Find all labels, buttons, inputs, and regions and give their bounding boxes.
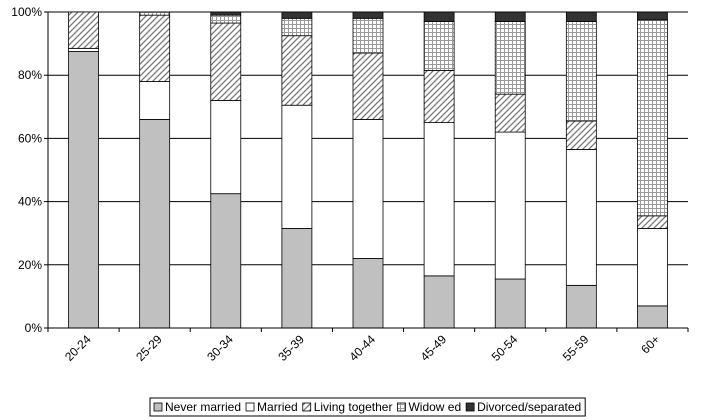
bar-segment: [68, 47, 99, 52]
bar-segment: [565, 11, 597, 22]
bar-segment: [210, 22, 242, 101]
legend-label: Living together: [314, 400, 393, 414]
y-tick-label: 100%: [11, 5, 42, 19]
y-tick-label: 20%: [18, 258, 42, 272]
bar-segment: [139, 81, 171, 120]
x-tick-label: 50-54: [489, 332, 521, 364]
bar-segment: [423, 70, 455, 123]
x-tick-label: 60+: [638, 332, 662, 356]
legend-swatch: [153, 402, 163, 412]
bar-segment: [68, 51, 99, 329]
bar-segment: [637, 228, 668, 307]
bars: [68, 11, 668, 329]
bar-segment: [352, 52, 384, 120]
bar-segment: [281, 11, 313, 19]
bar-segment: [565, 21, 597, 122]
bar-segment: [423, 275, 455, 329]
bar-segment: [494, 278, 526, 329]
legend-swatch: [245, 402, 255, 412]
legend: Never married Married Living together Widow…: [149, 397, 586, 417]
legend-swatch: [302, 402, 312, 412]
legend-label: Widow ed: [408, 400, 461, 414]
bar-segment: [68, 11, 99, 49]
legend-label: Divorced/separated: [477, 400, 581, 414]
x-tick-labels: 20-24 25-29 30-34 35-39 40-44 45-49 50-54 55-59…: [62, 332, 662, 364]
bar-segment: [352, 258, 384, 329]
bar-segment: [637, 19, 668, 217]
bar-segment: [494, 21, 526, 95]
y-tick-label: 80%: [18, 68, 42, 82]
bar-segment: [281, 104, 313, 229]
bar-segment: [281, 17, 313, 37]
bar-segment: [139, 119, 171, 329]
bar-segment: [423, 21, 455, 71]
bar-segment: [210, 14, 242, 24]
bar-segment: [494, 11, 526, 22]
y-tick-label: 40%: [18, 195, 42, 209]
x-tick-label: 35-39: [275, 332, 307, 364]
bar-segment: [139, 14, 171, 82]
bar-segment: [210, 100, 242, 195]
bar-segment: [281, 228, 313, 329]
legend-swatch: [465, 402, 475, 412]
axes: [44, 11, 689, 332]
legend-label: Married: [257, 400, 298, 414]
x-tick-label: 20-24: [62, 332, 94, 364]
bar-segment: [352, 119, 384, 259]
bar-segment: [637, 305, 668, 329]
legend-label: Never married: [165, 400, 241, 414]
bar-segment: [423, 122, 455, 277]
y-tick-label: 0%: [25, 321, 43, 335]
bar-segment: [281, 35, 313, 106]
legend-swatch: [397, 402, 406, 412]
x-tick-label: 45-49: [418, 332, 450, 364]
x-tick-label: 25-29: [133, 332, 165, 364]
bar-segment: [637, 11, 668, 21]
y-tick-label: 60%: [18, 131, 42, 145]
bar-segment: [139, 11, 171, 16]
bar-segment: [210, 193, 242, 329]
bar-segment: [352, 11, 384, 19]
bar-segment: [423, 11, 455, 22]
bar-segment: [210, 11, 242, 16]
bar-segment: [494, 93, 526, 133]
x-tick-label: 30-34: [204, 332, 236, 364]
bar-segment: [494, 131, 526, 280]
x-tick-label: 55-59: [560, 332, 592, 364]
x-tick-label: 40-44: [347, 332, 379, 364]
bar-segment: [637, 215, 668, 229]
y-tick-labels: 0% 20% 40% 60% 80% 100%: [11, 5, 42, 335]
bar-segment: [352, 17, 384, 54]
legend-box: [149, 397, 586, 417]
bar-segment: [565, 284, 597, 329]
bar-segment: [565, 149, 597, 286]
bar-segment: [565, 120, 597, 150]
